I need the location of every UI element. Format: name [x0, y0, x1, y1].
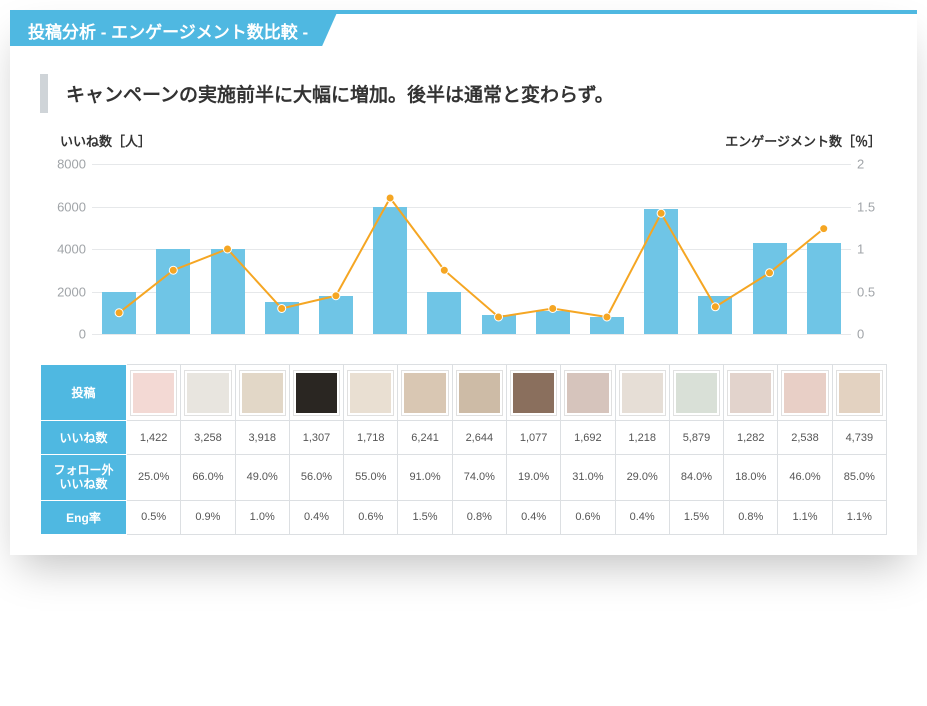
right-axis-label: エンゲージメント数［％］: [725, 131, 881, 150]
table-row-engrate: Eng率 0.5%0.9%1.0%0.4%0.6%1.5%0.8%0.4%0.6…: [41, 500, 887, 534]
left-tick: 2000: [46, 284, 86, 299]
right-tick: 0.5: [857, 284, 887, 299]
post-thumbnail[interactable]: [289, 365, 343, 421]
header-bar: 投稿分析 - エンゲージメント数比較 -: [10, 10, 917, 46]
thumbnail-image: [185, 371, 230, 415]
chart-line: [92, 164, 851, 334]
cell-eng-rate: 1.0%: [235, 500, 289, 534]
cell-nonfollower-likes: 49.0%: [235, 455, 289, 501]
thumbnail-image: [348, 371, 393, 415]
cell-nonfollower-likes: 46.0%: [778, 455, 832, 501]
cell-likes: 4,739: [832, 421, 886, 455]
post-thumbnail[interactable]: [344, 365, 398, 421]
thumbnail-image: [620, 371, 665, 415]
cell-eng-rate: 1.5%: [398, 500, 452, 534]
left-tick: 4000: [46, 242, 86, 257]
data-table: 投稿 いいね数 1,4223,2583,9181,3071,7186,2412,…: [40, 364, 887, 535]
right-tick: 2: [857, 157, 887, 172]
cell-eng-rate: 0.6%: [344, 500, 398, 534]
table-row-thumbs: 投稿: [41, 365, 887, 421]
left-tick: 8000: [46, 157, 86, 172]
cell-likes: 1,282: [724, 421, 778, 455]
cell-nonfollower-likes: 84.0%: [669, 455, 723, 501]
right-tick: 1.5: [857, 199, 887, 214]
cell-eng-rate: 0.8%: [724, 500, 778, 534]
cell-likes: 2,538: [778, 421, 832, 455]
cell-likes: 5,879: [669, 421, 723, 455]
post-thumbnail[interactable]: [506, 365, 560, 421]
thumbnail-image: [457, 371, 502, 415]
cell-likes: 2,644: [452, 421, 506, 455]
cell-eng-rate: 0.5%: [127, 500, 181, 534]
chart-plot-area: [92, 164, 851, 334]
cell-likes: 1,077: [506, 421, 560, 455]
post-thumbnail[interactable]: [724, 365, 778, 421]
cell-nonfollower-likes: 29.0%: [615, 455, 669, 501]
right-tick: 0: [857, 327, 887, 342]
thumbnail-image: [565, 371, 610, 415]
thumbnail-image: [674, 371, 719, 415]
cell-eng-rate: 1.5%: [669, 500, 723, 534]
thumbnail-image: [728, 371, 773, 415]
thumbnail-image: [402, 371, 447, 415]
left-tick: 6000: [46, 199, 86, 214]
row-header-nonfollower: フォロー外いいね数: [41, 455, 127, 501]
cell-likes: 1,718: [344, 421, 398, 455]
cell-eng-rate: 0.8%: [452, 500, 506, 534]
thumbnail-image: [511, 371, 556, 415]
thumbnail-image: [294, 371, 339, 415]
thumbnail-image: [131, 371, 176, 415]
post-thumbnail[interactable]: [615, 365, 669, 421]
post-thumbnail[interactable]: [778, 365, 832, 421]
cell-eng-rate: 1.1%: [832, 500, 886, 534]
cell-nonfollower-likes: 74.0%: [452, 455, 506, 501]
header-title: 投稿分析 - エンゲージメント数比較 -: [10, 10, 338, 46]
cell-eng-rate: 0.9%: [181, 500, 235, 534]
cell-likes: 1,218: [615, 421, 669, 455]
axis-labels: いいね数［人］ エンゲージメント数［％］: [60, 131, 881, 150]
analytics-card: 投稿分析 - エンゲージメント数比較 - キャンペーンの実施前半に大幅に増加。後…: [10, 10, 917, 555]
post-thumbnail[interactable]: [452, 365, 506, 421]
post-thumbnail[interactable]: [832, 365, 886, 421]
cell-nonfollower-likes: 25.0%: [127, 455, 181, 501]
cell-nonfollower-likes: 56.0%: [289, 455, 343, 501]
cell-likes: 6,241: [398, 421, 452, 455]
post-thumbnail[interactable]: [669, 365, 723, 421]
row-header-likes: いいね数: [41, 421, 127, 455]
thumbnail-image: [782, 371, 827, 415]
cell-nonfollower-likes: 66.0%: [181, 455, 235, 501]
cell-nonfollower-likes: 55.0%: [344, 455, 398, 501]
thumbnail-image: [240, 371, 285, 415]
table-row-likes: いいね数 1,4223,2583,9181,3071,7186,2412,644…: [41, 421, 887, 455]
row-header-post: 投稿: [41, 365, 127, 421]
post-thumbnail[interactable]: [127, 365, 181, 421]
cell-nonfollower-likes: 85.0%: [832, 455, 886, 501]
post-thumbnail[interactable]: [398, 365, 452, 421]
cell-eng-rate: 1.1%: [778, 500, 832, 534]
insight-text: キャンペーンの実施前半に大幅に増加。後半は通常と変わらず。: [40, 74, 887, 113]
post-thumbnail[interactable]: [181, 365, 235, 421]
cell-likes: 1,307: [289, 421, 343, 455]
thumbnail-image: [837, 371, 882, 415]
left-tick: 0: [46, 327, 86, 342]
cell-eng-rate: 0.4%: [506, 500, 560, 534]
cell-likes: 1,422: [127, 421, 181, 455]
cell-likes: 1,692: [561, 421, 615, 455]
cell-eng-rate: 0.4%: [615, 500, 669, 534]
left-axis-label: いいね数［人］: [60, 131, 151, 150]
cell-likes: 3,918: [235, 421, 289, 455]
cell-nonfollower-likes: 19.0%: [506, 455, 560, 501]
cell-eng-rate: 0.6%: [561, 500, 615, 534]
table-row-nonfollower: フォロー外いいね数 25.0%66.0%49.0%56.0%55.0%91.0%…: [41, 455, 887, 501]
cell-likes: 3,258: [181, 421, 235, 455]
right-tick: 1: [857, 242, 887, 257]
post-thumbnail[interactable]: [235, 365, 289, 421]
cell-nonfollower-likes: 18.0%: [724, 455, 778, 501]
engagement-chart: 0 2000 4000 6000 8000 0 0.5 1 1.5 2: [40, 154, 887, 354]
cell-nonfollower-likes: 31.0%: [561, 455, 615, 501]
cell-nonfollower-likes: 91.0%: [398, 455, 452, 501]
cell-eng-rate: 0.4%: [289, 500, 343, 534]
post-thumbnail[interactable]: [561, 365, 615, 421]
row-header-engrate: Eng率: [41, 500, 127, 534]
